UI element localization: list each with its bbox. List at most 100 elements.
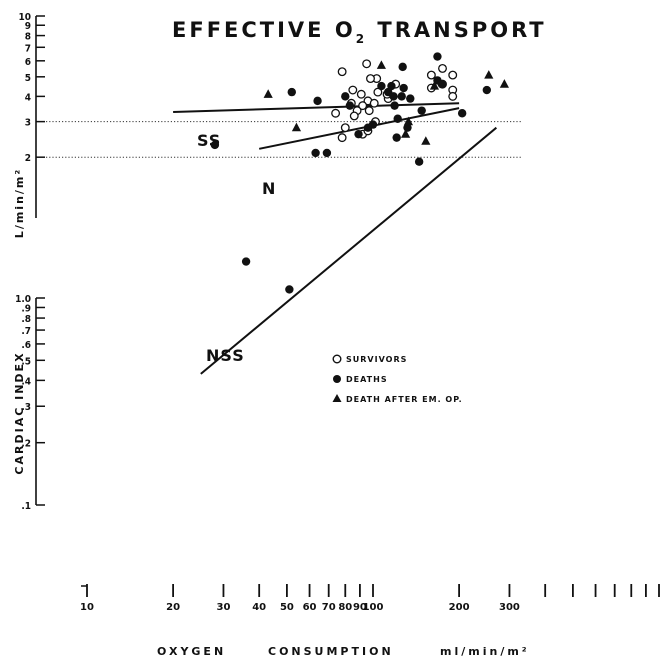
point-deaths-20	[392, 133, 401, 142]
y-tick-label-low-8: .8	[21, 314, 31, 325]
point-survivors-16	[331, 108, 341, 118]
x-axis-label-oxygen: OXYGEN	[157, 645, 226, 658]
trend-line-nss	[200, 126, 498, 375]
y-tick-label-10: 10	[18, 12, 31, 23]
point-survivors-22	[426, 70, 436, 80]
y-ticks-lower: .1 .2 .3 .4 .5 .6 .7.8.91.0	[15, 294, 45, 512]
point-deaths-1	[241, 257, 251, 266]
point-survivors-24	[448, 70, 458, 80]
x-axis-label-units: ml/min/m²	[440, 645, 530, 658]
y-tick-label-4: 4	[25, 92, 31, 103]
point-survivors-19	[337, 133, 347, 143]
point-survivors-12	[369, 98, 379, 108]
x-tick-label-20: 20	[166, 602, 180, 613]
y-tick-label-low-3: .3	[21, 402, 31, 413]
y-tick-label-low-4: .4	[21, 376, 31, 387]
chart-title: EFFECTIVE O2 TRANSPORT	[172, 18, 547, 46]
point-deaths-29	[457, 109, 467, 118]
point-deaths-6	[322, 148, 332, 158]
y-tick-label-9: 9	[25, 21, 31, 32]
point-survivors-1	[337, 67, 347, 77]
legend-survivors-marker	[332, 354, 342, 364]
trend-line-ss	[173, 102, 460, 113]
point-survivors-5	[348, 85, 358, 95]
legend: SURVIVORS DEATHS DEATH AFTER EM. OP.	[332, 354, 463, 404]
y-tick-label-2: 2	[25, 153, 31, 164]
point-death-after-em-op-1	[291, 122, 302, 132]
y-tick-label-low-7: .7	[21, 326, 31, 337]
point-deaths-5	[311, 148, 320, 158]
point-deaths-21	[397, 92, 406, 101]
y-tick-label-6: 6	[25, 57, 31, 68]
legend-deaths-marker	[333, 375, 341, 383]
chart-title-subscript: 2	[356, 32, 367, 46]
chart-title-rest: TRANSPORT	[367, 18, 547, 42]
point-survivors-23	[438, 63, 447, 73]
legend-death-after-em-op-label: DEATH AFTER EM. OP.	[346, 395, 463, 404]
trend-line-n	[258, 107, 460, 150]
point-deaths-15	[389, 92, 398, 101]
data-points	[210, 52, 509, 294]
x-tick-label-90: 90	[353, 602, 367, 613]
point-deaths-14	[387, 81, 396, 91]
point-deaths-12	[377, 81, 386, 91]
x-axis-label-consumption: CONSUMPTION	[268, 645, 394, 658]
point-deaths-2	[285, 285, 294, 294]
point-survivors-28	[448, 91, 458, 101]
point-death-after-em-op-6	[429, 81, 440, 90]
point-deaths-19	[399, 83, 408, 93]
point-survivors-11	[358, 101, 368, 111]
point-deaths-26	[433, 52, 442, 61]
trend-lines	[173, 102, 498, 375]
y-tick-label-low-2: .2	[21, 439, 31, 450]
point-deaths-23	[406, 94, 415, 103]
x-tick-label-30: 30	[216, 602, 230, 613]
point-death-after-em-op-3	[400, 129, 411, 138]
x-tick-label-100: 100	[363, 602, 384, 613]
point-survivors-15	[349, 111, 359, 121]
y-tick-label-3: 3	[25, 118, 31, 129]
y-tick-label-low-1-0: 1.0	[15, 294, 31, 305]
point-survivors-7	[356, 89, 366, 99]
point-deaths-11	[368, 120, 378, 129]
legend-survivors-label: SURVIVORS	[346, 355, 407, 364]
point-deaths-8	[345, 101, 355, 110]
y-tick-label-5: 5	[25, 73, 31, 84]
point-deaths-30	[482, 85, 492, 95]
point-deaths-18	[398, 62, 407, 72]
point-deaths-16	[390, 101, 399, 110]
y-tick-label-8: 8	[25, 32, 31, 43]
point-deaths-7	[341, 92, 350, 101]
x-tick-label-70: 70	[322, 602, 336, 613]
x-axis-label: OXYGEN CONSUMPTION ml/min/m²	[157, 645, 530, 658]
point-death-after-em-op-5	[421, 136, 431, 145]
point-death-after-em-op-0	[263, 89, 273, 98]
y-tick-label-low-6: .6	[21, 340, 31, 351]
point-deaths-28	[437, 79, 446, 89]
y-tick-label-7: 7	[25, 43, 31, 54]
y-axis-label-units: L/min/m²	[13, 168, 26, 238]
y-tick-label-low-9: .9	[21, 303, 31, 314]
line-label-nss: NSS	[206, 346, 245, 365]
point-death-after-em-op-4	[403, 116, 414, 126]
point-survivors-3	[366, 74, 375, 84]
point-death-after-em-op-8	[499, 79, 509, 88]
x-tick-label-10: 10	[80, 602, 94, 613]
point-deaths-17	[393, 114, 402, 123]
point-deaths-24	[414, 157, 424, 166]
point-deaths-9	[354, 129, 363, 139]
x-tick-label-40: 40	[252, 602, 266, 613]
point-death-after-em-op-2	[376, 60, 387, 69]
x-tick-label-80: 80	[338, 602, 352, 613]
reference-lines	[46, 121, 522, 158]
legend-deaths-label: DEATHS	[346, 375, 388, 384]
x-tick-label-60: 60	[303, 602, 317, 613]
x-tick-label-300: 300	[499, 602, 520, 613]
x-tick-label-200: 200	[449, 602, 470, 613]
chart-title-main: EFFECTIVE O	[172, 18, 356, 42]
point-deaths-0	[210, 140, 220, 150]
legend-death-after-em-op-marker	[332, 394, 342, 402]
